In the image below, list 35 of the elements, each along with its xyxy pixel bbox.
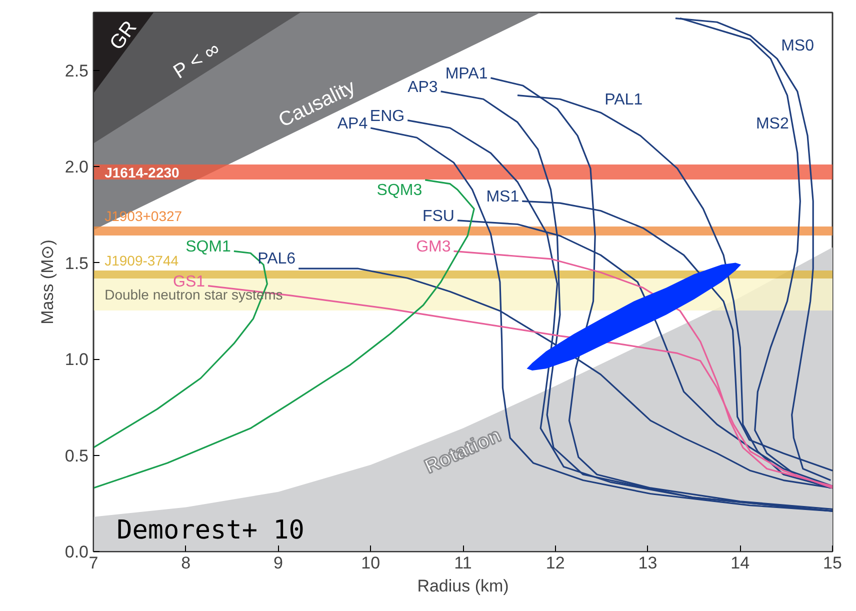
annotation: FSU [422, 208, 454, 225]
x-tick-label: 8 [181, 554, 191, 572]
band-label: J1909-3744 [104, 252, 179, 268]
x-tick-label: 10 [361, 554, 380, 572]
y-axis-title: Mass (M⊙) [38, 240, 57, 324]
y-tick-label: 1.5 [64, 254, 89, 273]
annotation: PAL6 [258, 250, 296, 268]
annotation: MS0 [781, 38, 814, 55]
x-tick-label: 15 [823, 554, 842, 572]
y-tick-label: 0.5 [64, 446, 89, 466]
x-tick-label: 7 [88, 554, 98, 572]
annotation: ENG [370, 108, 405, 125]
x-tick-label: 12 [546, 554, 565, 572]
x-tick-label: 13 [638, 554, 658, 572]
y-tick-label: 2.5 [64, 61, 89, 80]
annotation: AP3 [408, 78, 438, 96]
annotation: GS1 [173, 273, 206, 290]
series-label: GR [106, 17, 142, 54]
annotation: SQM1 [186, 238, 232, 256]
annotation: MPA1 [445, 65, 488, 82]
x-tick-label: 14 [730, 554, 750, 572]
x-axis-title: Radius (km) [417, 576, 509, 596]
annotation: GM3 [416, 238, 451, 256]
band-label: J1614-2230 [104, 164, 180, 180]
annotation: PAL1 [604, 92, 643, 109]
x-tick-label: 9 [274, 554, 283, 572]
annotation: MS2 [756, 116, 789, 132]
annotation: MS1 [486, 188, 520, 206]
y-tick-label: 1.0 [64, 350, 89, 369]
annotation: SQM3 [376, 182, 422, 199]
annotation: Demorest+ 10 [116, 516, 304, 546]
y-tick-label: 2.0 [64, 158, 89, 176]
x-tick-label: 11 [454, 554, 472, 572]
series-label: P < ∞ [170, 38, 224, 84]
y-tick-label: 0.0 [64, 542, 89, 562]
